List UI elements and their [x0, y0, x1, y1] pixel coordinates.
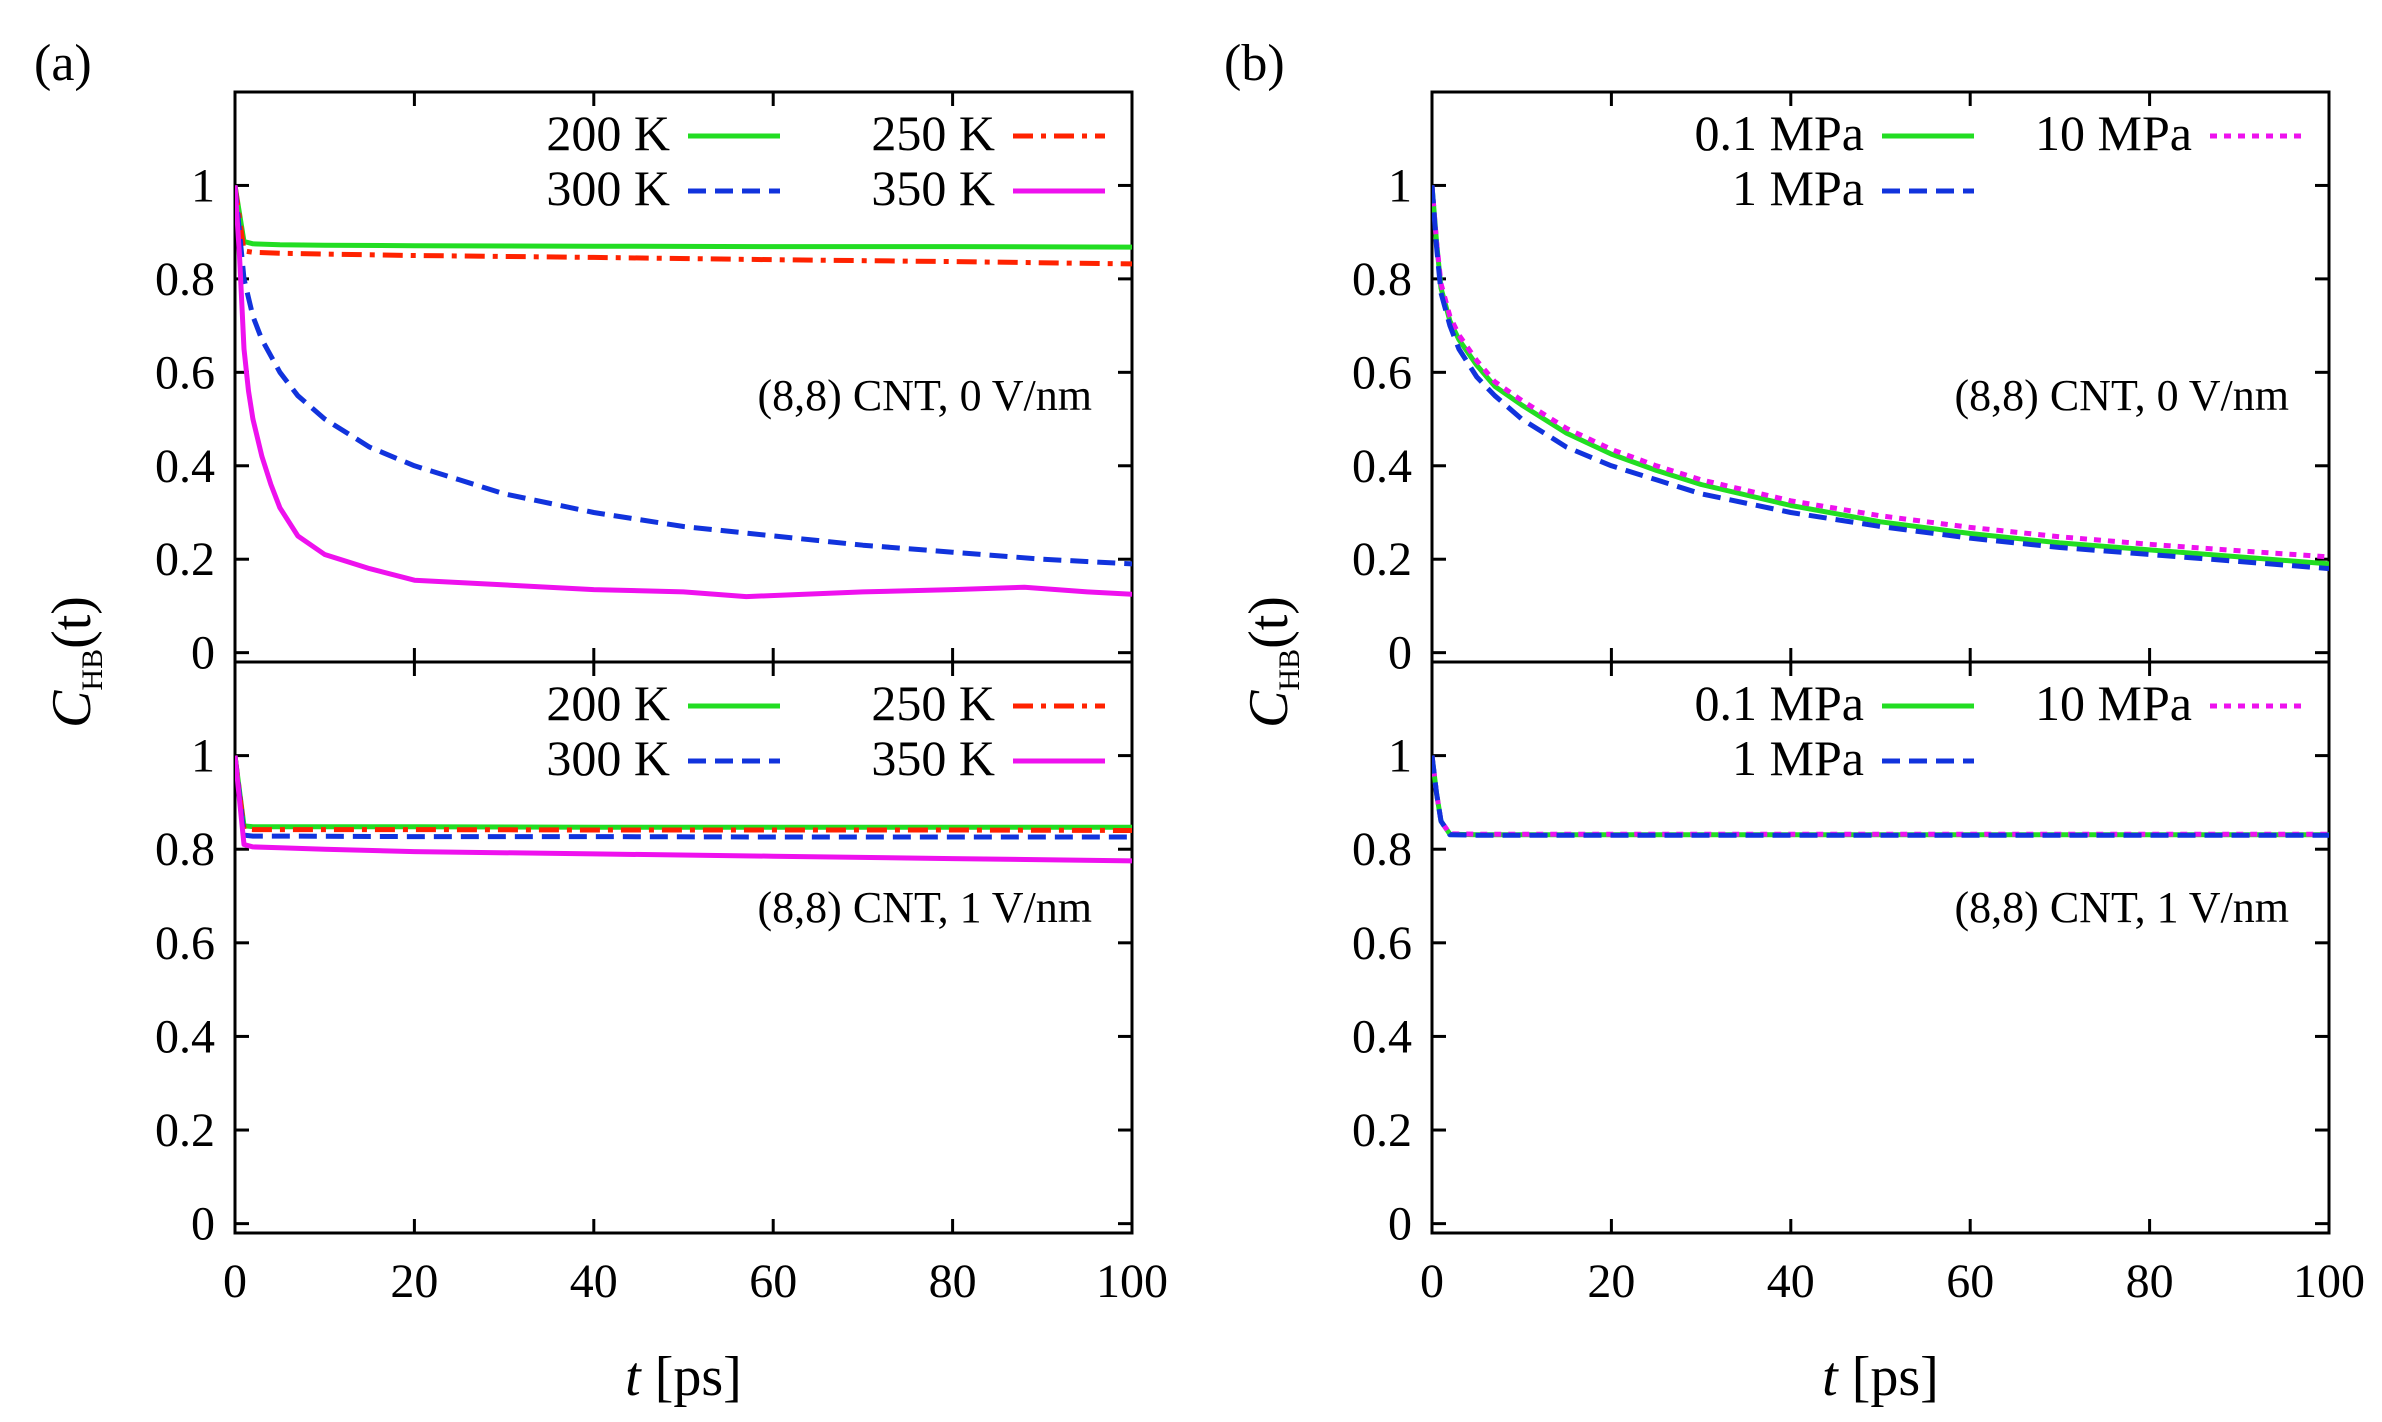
series-line-350-k [235, 755, 1132, 864]
y-axis-title: CHB(t) [1238, 596, 1306, 728]
legend-label: 10 MPa [2035, 105, 2192, 161]
legend-label: 350 K [871, 160, 995, 216]
y-tick-label: 0 [1388, 627, 1412, 680]
series-lines [1432, 755, 2329, 838]
x-tick-label: 40 [1767, 1255, 1815, 1308]
legend-label: 200 K [546, 105, 670, 161]
y-tick-label: 0.6 [155, 917, 215, 970]
series-line-200-k [235, 755, 1132, 830]
series-line-10-mpa [1432, 185, 2329, 560]
subplot-b-top: 0 0.2 0.4 0.6 0.8 1 0.1 MPa 10 MPa 1 MPa (8,8) CN… [1352, 90, 2331, 680]
x-tick-label: 60 [1946, 1255, 1994, 1308]
y-tick-label: 0.6 [1352, 917, 1412, 970]
y-tick-label: 0.2 [155, 533, 215, 586]
series-lines [235, 755, 1132, 864]
annotation: (8,8) CNT, 0 V/nm [758, 371, 1092, 420]
y-tick-label: 0.4 [155, 1010, 215, 1063]
y-tick-label: 1 [191, 730, 215, 783]
y-tick-label: 0.8 [155, 253, 215, 306]
legend-label: 10 MPa [2035, 675, 2192, 731]
x-tick-label: 100 [1096, 1255, 1168, 1308]
subplot-a-bottom: 0 0.2 0.4 0.6 0.8 1 0 20 40 60 80 100 200 K 250 K 300 … [155, 660, 1168, 1308]
y-tick-label: 0.6 [1352, 346, 1412, 399]
series-line-350-k [235, 185, 1132, 600]
x-axis-title: t [ps] [1822, 1346, 1939, 1408]
series-line-250-k [235, 755, 1132, 833]
legend: 0.1 MPa 10 MPa 1 MPa [1695, 105, 2302, 216]
panel-label: (a) [34, 35, 92, 92]
x-tick-label: 80 [929, 1255, 977, 1308]
x-axis-title-unit: [ps] [641, 1346, 742, 1408]
subplot-a-top: 0 0.2 0.4 0.6 0.8 1 200 K 250 K 300 K 350 K (8,8) … [155, 90, 1134, 680]
y-tick-label: 0.4 [155, 440, 215, 493]
legend-label: 250 K [871, 675, 995, 731]
series-line-250-k [235, 185, 1132, 267]
x-tick-label: 20 [1587, 1255, 1635, 1308]
legend: 200 K 250 K 300 K 350 K [546, 675, 1105, 786]
x-axis-title-var: t [625, 1346, 642, 1408]
series-line-300-k [235, 185, 1132, 567]
y-axis-title-main: C [41, 690, 103, 728]
legend-label: 1 MPa [1732, 730, 1864, 786]
panel-label: (b) [1224, 35, 1285, 92]
series-line-10-mpa [1432, 755, 2329, 837]
y-tick-label: 0.8 [1352, 823, 1412, 876]
x-tick-label: 20 [390, 1255, 438, 1308]
x-tick-label: 0 [1420, 1255, 1444, 1308]
x-axis-title-var: t [1822, 1346, 1839, 1408]
y-tick-label: 0.2 [1352, 1104, 1412, 1157]
annotation: (8,8) CNT, 1 V/nm [1955, 883, 2289, 932]
legend-label: 300 K [546, 730, 670, 786]
y-tick-label: 0.8 [155, 823, 215, 876]
x-tick-label: 80 [2126, 1255, 2174, 1308]
y-axis-title-main: C [1238, 690, 1300, 728]
y-axis-title: CHB(t) [41, 596, 109, 728]
legend: 0.1 MPa 10 MPa 1 MPa [1695, 675, 2302, 786]
y-tick-label: 0 [1388, 1198, 1412, 1251]
legend-label: 350 K [871, 730, 995, 786]
series-line-0-1-mpa [1432, 755, 2329, 838]
subplot-b-bottom: 0 0.2 0.4 0.6 0.8 1 0 20 40 60 80 100 0.1 MPa 10 MPa 1… [1352, 660, 2365, 1308]
series-lines [1432, 185, 2329, 572]
y-axis-title-sub: HB [76, 649, 109, 691]
legend-label: 200 K [546, 675, 670, 731]
y-tick-label: 0 [191, 627, 215, 680]
y-tick-label: 1 [1388, 159, 1412, 212]
series-lines [235, 185, 1132, 600]
x-axis-title-unit: [ps] [1838, 1346, 1939, 1408]
plot-frame [233, 660, 1134, 1235]
y-tick-label: 0.4 [1352, 440, 1412, 493]
series-line-200-k [235, 185, 1132, 250]
legend-label: 0.1 MPa [1695, 675, 1864, 731]
annotation: (8,8) CNT, 1 V/nm [758, 883, 1092, 932]
plot-frame [1430, 660, 2331, 1235]
legend-label: 250 K [871, 105, 995, 161]
y-axis-title-sub: HB [1273, 649, 1306, 691]
x-tick-label: 40 [570, 1255, 618, 1308]
legend: 200 K 250 K 300 K 350 K [546, 105, 1105, 216]
annotation: (8,8) CNT, 0 V/nm [1955, 371, 2289, 420]
y-tick-label: 0.6 [155, 346, 215, 399]
y-tick-label: 0.4 [1352, 1010, 1412, 1063]
y-tick-label: 1 [1388, 730, 1412, 783]
legend-label: 1 MPa [1732, 160, 1864, 216]
x-axis-title: t [ps] [625, 1346, 742, 1408]
y-tick-label: 0.2 [155, 1104, 215, 1157]
legend-label: 300 K [546, 160, 670, 216]
y-tick-label: 0.8 [1352, 253, 1412, 306]
x-tick-label: 60 [749, 1255, 797, 1308]
y-tick-label: 0 [191, 1198, 215, 1251]
series-line-1-mpa [1432, 755, 2329, 838]
y-tick-label: 0.2 [1352, 533, 1412, 586]
x-tick-label: 0 [223, 1255, 247, 1308]
series-line-1-mpa [1432, 185, 2329, 572]
legend-label: 0.1 MPa [1695, 105, 1864, 161]
x-tick-label: 100 [2293, 1255, 2365, 1308]
y-axis-title-arg: (t) [41, 596, 103, 649]
series-line-300-k [235, 755, 1132, 840]
y-tick-label: 1 [191, 159, 215, 212]
y-axis-title-arg: (t) [1238, 596, 1300, 649]
